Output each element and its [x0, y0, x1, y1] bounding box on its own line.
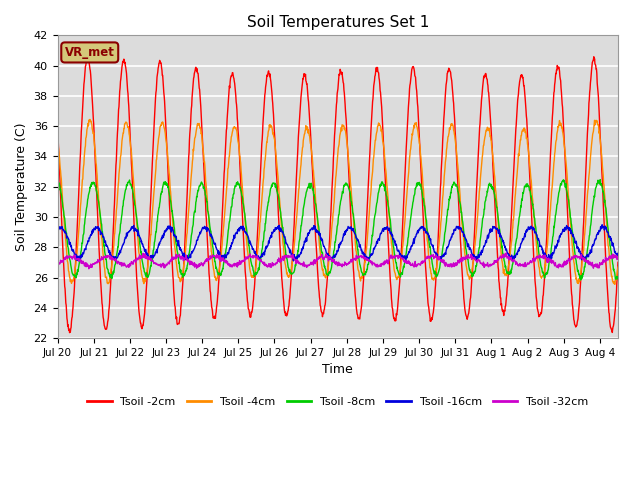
Tsoil -16cm [266, 235, 274, 241]
Title: Soil Temperatures Set 1: Soil Temperatures Set 1 [246, 15, 429, 30]
Tsoil -16cm [54, 225, 61, 231]
Y-axis label: Soil Temperature (C): Soil Temperature (C) [15, 122, 28, 251]
Tsoil -4cm [614, 264, 622, 270]
Tsoil -16cm [290, 258, 298, 264]
Tsoil -2cm [54, 121, 61, 127]
Tsoil -8cm [165, 188, 173, 194]
Tsoil -8cm [266, 189, 274, 194]
Tsoil -2cm [614, 259, 622, 265]
Tsoil -32cm [478, 261, 486, 267]
Tsoil -4cm [86, 117, 94, 122]
Line: Tsoil -4cm: Tsoil -4cm [58, 120, 618, 284]
Tsoil -32cm [502, 250, 510, 256]
Tsoil -2cm [66, 330, 74, 336]
Tsoil -8cm [596, 177, 604, 182]
Tsoil -2cm [590, 54, 598, 60]
Tsoil -4cm [155, 136, 163, 142]
Text: VR_met: VR_met [65, 46, 115, 59]
Tsoil -16cm [165, 225, 173, 231]
Tsoil -2cm [165, 191, 173, 197]
Tsoil -16cm [216, 252, 223, 258]
Tsoil -16cm [154, 244, 162, 250]
Tsoil -2cm [478, 94, 486, 99]
Tsoil -32cm [85, 266, 93, 272]
Tsoil -16cm [478, 248, 486, 254]
X-axis label: Time: Time [323, 363, 353, 376]
Line: Tsoil -8cm: Tsoil -8cm [58, 180, 618, 280]
Tsoil -8cm [614, 275, 622, 280]
Tsoil -2cm [267, 76, 275, 82]
Line: Tsoil -2cm: Tsoil -2cm [58, 57, 618, 333]
Tsoil -32cm [614, 254, 622, 260]
Tsoil -2cm [540, 281, 548, 287]
Tsoil -4cm [165, 170, 173, 176]
Tsoil -8cm [154, 211, 162, 217]
Tsoil -32cm [267, 261, 275, 266]
Tsoil -8cm [477, 226, 485, 232]
Tsoil -32cm [165, 260, 173, 266]
Tsoil -16cm [614, 252, 622, 258]
Tsoil -4cm [54, 137, 61, 143]
Tsoil -4cm [611, 281, 619, 287]
Tsoil -4cm [216, 264, 223, 270]
Tsoil -32cm [541, 256, 548, 262]
Line: Tsoil -32cm: Tsoil -32cm [58, 253, 618, 269]
Tsoil -32cm [155, 262, 163, 267]
Tsoil -8cm [54, 177, 61, 183]
Line: Tsoil -16cm: Tsoil -16cm [58, 225, 618, 261]
Tsoil -16cm [540, 250, 548, 256]
Tsoil -4cm [267, 124, 275, 130]
Tsoil -2cm [216, 265, 223, 271]
Tsoil -8cm [540, 272, 548, 278]
Tsoil -4cm [478, 159, 486, 165]
Tsoil -16cm [598, 222, 606, 228]
Tsoil -4cm [540, 271, 548, 276]
Tsoil -32cm [54, 262, 61, 267]
Tsoil -2cm [155, 64, 163, 70]
Legend: Tsoil -2cm, Tsoil -4cm, Tsoil -8cm, Tsoil -16cm, Tsoil -32cm: Tsoil -2cm, Tsoil -4cm, Tsoil -8cm, Tsoi… [83, 392, 593, 411]
Tsoil -8cm [216, 271, 223, 277]
Tsoil -32cm [216, 257, 223, 263]
Tsoil -8cm [577, 277, 584, 283]
